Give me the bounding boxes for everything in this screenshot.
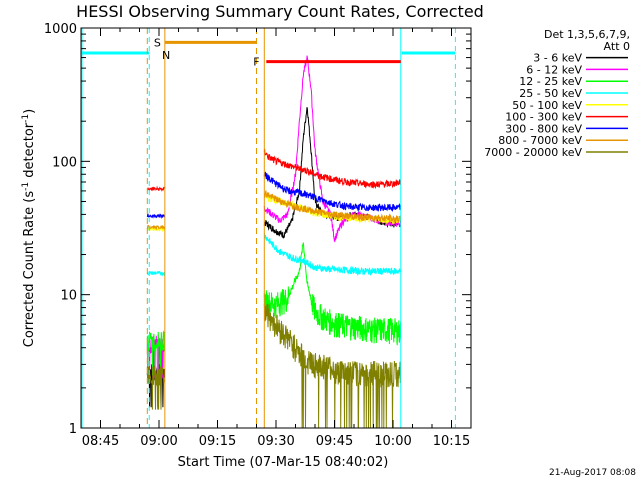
- legend-header-detectors: Det 1,3,5,6,7,9,: [544, 28, 630, 41]
- y-axis-label: Corrected Count Rate (s-1 detector-1): [21, 109, 37, 347]
- series-line: [146, 185, 165, 192]
- legend-entry-label: 12 - 25 keV: [519, 75, 582, 88]
- legend-entry-label: 25 - 50 keV: [519, 87, 582, 100]
- x-tick-label: 09:45: [316, 434, 353, 449]
- series-line: [147, 226, 165, 233]
- legend-entry-label: 50 - 100 keV: [512, 99, 582, 112]
- legend-entry-label: 100 - 300 keV: [505, 111, 582, 124]
- series-line: [146, 330, 165, 376]
- legend-entry-label: 800 - 7000 keV: [498, 134, 582, 147]
- series-line: [146, 224, 165, 231]
- series-800-7000-kev: [146, 189, 402, 231]
- x-tick-label: 10:15: [433, 434, 470, 449]
- series-6-12-kev: [146, 55, 402, 379]
- annotation-layer: SN F: [81, 28, 456, 428]
- x-tick-label: 08:45: [82, 434, 119, 449]
- x-tick-label: 09:00: [140, 434, 177, 449]
- legend-entry-label: 3 - 6 keV: [533, 52, 582, 65]
- y-axis-label-mid: detector: [22, 122, 37, 182]
- y-tick-label: 100: [52, 155, 77, 170]
- series-line: [146, 270, 165, 277]
- y-axis-label-end: ): [22, 109, 37, 114]
- series-3-6-kev: [146, 107, 402, 408]
- axes-layer: 08:45 09:00 09:15 09:30 09:45 10:00 10:15 1 10 10…: [44, 22, 472, 449]
- series-line: [146, 334, 165, 379]
- y-tick-label: 1: [69, 422, 77, 437]
- legend-entry-label: 300 - 800 keV: [505, 122, 582, 135]
- x-tick-label: 09:15: [199, 434, 236, 449]
- series-line: [263, 233, 402, 277]
- y-axis-label-sup1: -1: [21, 182, 31, 191]
- night-label: N: [162, 49, 170, 62]
- y-axis-label-main: Corrected Count Rate (s: [22, 191, 37, 348]
- saa-label: S: [154, 36, 161, 49]
- series-line: [263, 148, 402, 190]
- legend-header-attenuator: Att 0: [604, 40, 630, 53]
- series-line: [263, 171, 402, 213]
- plot-frame: [80, 27, 472, 429]
- series-line: [263, 242, 402, 346]
- x-tick-label: 10:00: [374, 434, 411, 449]
- series-300-800-kev: [146, 171, 402, 219]
- series-7000-20000-kev: [146, 303, 402, 428]
- y-tick-label: 1000: [44, 22, 77, 37]
- series-100-300-kev: [146, 148, 402, 192]
- series-line: [263, 55, 402, 243]
- y-axis-label-sup2: -1: [21, 114, 31, 123]
- x-tick-label: 09:30: [257, 434, 294, 449]
- series-line: [146, 213, 165, 219]
- series-line: [263, 303, 402, 428]
- flare-label: F: [253, 56, 259, 69]
- y-tick-label: 10: [60, 289, 77, 304]
- series-line: [146, 365, 165, 410]
- series-line: [264, 189, 402, 224]
- series-12-25-kev: [146, 242, 402, 376]
- x-axis-label: Start Time (07-Mar-15 08:40:02): [178, 455, 389, 470]
- timestamp: 21-Aug-2017 08:08: [549, 468, 636, 478]
- legend-entry-label: 7000 - 20000 keV: [484, 146, 582, 159]
- chart-title: HESSI Observing Summary Count Rates, Cor…: [76, 2, 484, 21]
- series-25-50-kev: [146, 233, 402, 277]
- legend-entry-label: 6 - 12 keV: [526, 63, 582, 76]
- data-layer: [146, 55, 402, 428]
